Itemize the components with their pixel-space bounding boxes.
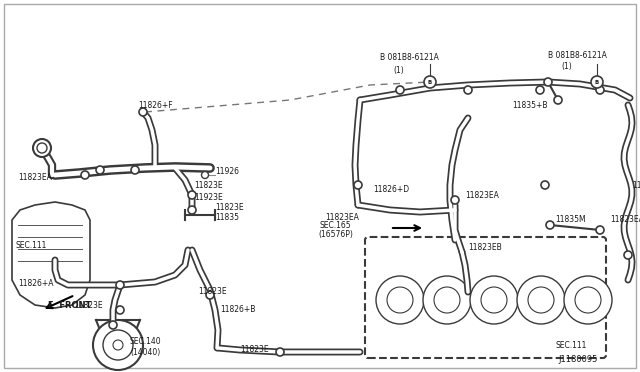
Circle shape [575,287,601,313]
Circle shape [541,181,549,189]
Circle shape [536,86,544,94]
Circle shape [424,76,436,88]
Circle shape [113,340,123,350]
Text: 11926: 11926 [215,167,239,176]
Text: 11823EA: 11823EA [18,173,52,183]
Circle shape [93,320,143,370]
Text: 11823E: 11823E [198,288,227,296]
Text: 11823EA: 11823EA [465,190,499,199]
Circle shape [470,276,518,324]
Text: B: B [595,80,599,84]
Text: 11835+B: 11835+B [512,100,547,109]
Text: SEC.140: SEC.140 [130,337,162,346]
Circle shape [116,281,124,289]
Text: (1): (1) [561,62,572,71]
Circle shape [423,276,471,324]
Circle shape [354,181,362,189]
Circle shape [464,86,472,94]
Text: SEC.111: SEC.111 [555,340,586,350]
Polygon shape [12,202,90,308]
Text: 11823E: 11823E [240,346,269,355]
Text: (14040): (14040) [130,347,160,356]
Circle shape [544,78,552,86]
Text: 11923E: 11923E [194,192,223,202]
Circle shape [596,86,604,94]
Circle shape [596,226,604,234]
Circle shape [103,330,133,360]
Circle shape [33,139,51,157]
Text: 11823E: 11823E [215,203,244,212]
Circle shape [109,321,117,329]
Circle shape [481,287,507,313]
Circle shape [554,96,562,104]
Circle shape [591,76,603,88]
Text: 11826+F: 11826+F [138,100,173,109]
Circle shape [276,348,284,356]
Text: SEC.165: SEC.165 [320,221,351,230]
Text: 11823EB: 11823EB [468,244,502,253]
Text: 11826+B: 11826+B [220,305,255,314]
Circle shape [188,206,196,214]
Text: 11823EA: 11823EA [610,215,640,224]
Circle shape [131,166,139,174]
Text: F  FRONT: F FRONT [48,301,92,310]
Text: (1): (1) [393,65,404,74]
Circle shape [564,276,612,324]
Text: 11826+A: 11826+A [18,279,54,288]
Text: SEC.111: SEC.111 [16,241,47,250]
Text: 11826+E: 11826+E [632,180,640,189]
Text: 11823EA: 11823EA [325,214,359,222]
Text: B: B [428,80,432,84]
Circle shape [202,171,209,179]
Circle shape [37,143,47,153]
Text: 11823E: 11823E [74,301,102,310]
Circle shape [139,108,147,116]
Circle shape [434,287,460,313]
Circle shape [188,191,196,199]
Circle shape [624,251,632,259]
Text: 11826+D: 11826+D [373,186,409,195]
Text: 11835: 11835 [215,214,239,222]
Text: 11835M: 11835M [555,215,586,224]
Circle shape [517,276,565,324]
Text: (16576P): (16576P) [318,231,353,240]
Text: B 081B8-6121A: B 081B8-6121A [548,51,607,60]
Circle shape [206,291,214,299]
Circle shape [396,86,404,94]
Circle shape [528,287,554,313]
Text: J1180095: J1180095 [558,356,597,365]
Circle shape [387,287,413,313]
Text: B 081B8-6121A: B 081B8-6121A [380,54,439,62]
Circle shape [81,171,89,179]
Circle shape [546,221,554,229]
Text: 11823E: 11823E [194,180,223,189]
Circle shape [451,196,459,204]
Circle shape [96,166,104,174]
FancyBboxPatch shape [365,237,606,358]
Circle shape [116,306,124,314]
Circle shape [376,276,424,324]
